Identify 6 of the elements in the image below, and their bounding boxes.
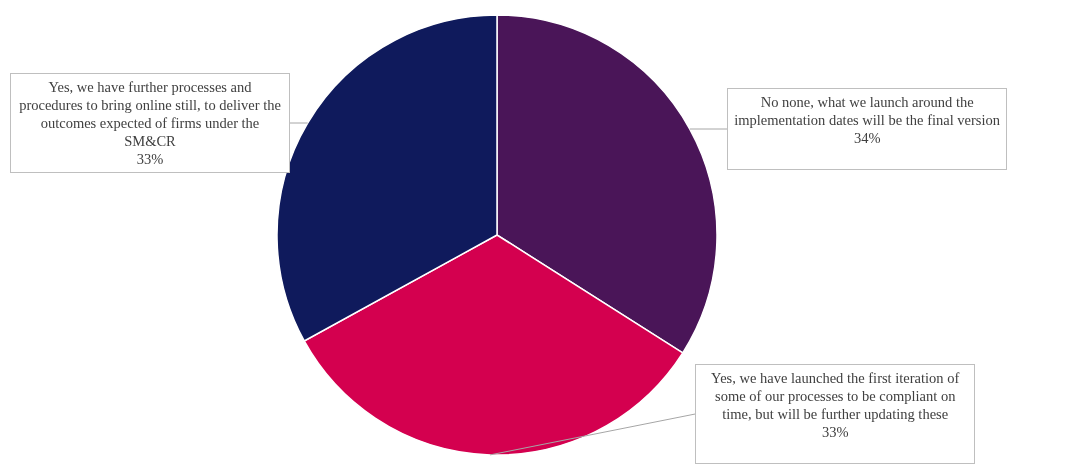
data-label: 33% [135, 150, 165, 168]
slice-label: Yes, we have further processes and procedures to bring online still, to deliver the outcomes expected of firms under the SM&CR [18, 78, 282, 150]
slice-label: No none, what we launch around the implementation dates will be the final version [734, 93, 1001, 129]
slice-label: Yes, we have launched the first iteration of some of our processes to be compliant on time, but will be further updating these [710, 369, 961, 423]
data-label: 33% [820, 423, 850, 441]
data-label: 34% [852, 129, 882, 147]
